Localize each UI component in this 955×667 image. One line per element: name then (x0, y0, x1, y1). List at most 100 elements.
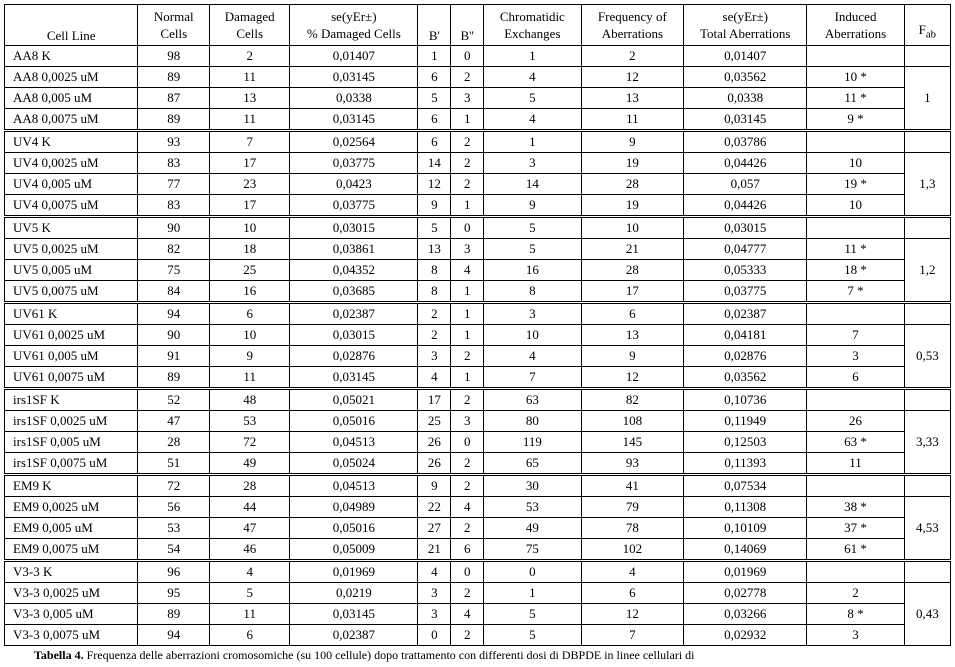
induced-aberrations: 10 * (807, 67, 904, 88)
b-double-prime: 0 (451, 561, 484, 583)
se-damaged: 0,03145 (290, 67, 418, 88)
normal-cells: 52 (138, 389, 210, 411)
damaged-cells: 23 (210, 174, 290, 195)
se-damaged: 0,02387 (290, 625, 418, 646)
se-damaged: 0,04352 (290, 260, 418, 281)
frequency-aberrations: 102 (581, 539, 684, 561)
normal-cells: 84 (138, 281, 210, 303)
se-total: 0,03786 (684, 131, 807, 153)
damaged-cells: 28 (210, 475, 290, 497)
table-row: irs1SF 0,0025 uM47530,05016253801080,119… (5, 411, 951, 432)
damaged-cells: 13 (210, 88, 290, 109)
se-total: 0,03145 (684, 109, 807, 131)
damaged-cells: 16 (210, 281, 290, 303)
induced-aberrations: 10 (807, 195, 904, 217)
normal-cells: 90 (138, 217, 210, 239)
induced-aberrations: 9 * (807, 109, 904, 131)
col-freq-ab: Frequency ofAberrations (581, 5, 684, 46)
se-total: 0,057 (684, 174, 807, 195)
chromatidic-exchanges: 5 (484, 604, 581, 625)
se-damaged: 0,01969 (290, 561, 418, 583)
frequency-aberrations: 9 (581, 131, 684, 153)
b-double-prime: 1 (451, 303, 484, 325)
se-total: 0,03775 (684, 281, 807, 303)
cell-line: UV4 0,005 uM (5, 174, 138, 195)
damaged-cells: 11 (210, 67, 290, 88)
damaged-cells: 25 (210, 260, 290, 281)
table-row: V3-3 0,005 uM89110,03145345120,032668 * (5, 604, 951, 625)
frequency-aberrations: 108 (581, 411, 684, 432)
chromatidic-exchanges: 63 (484, 389, 581, 411)
b-double-prime: 3 (451, 411, 484, 432)
b-prime: 5 (418, 88, 451, 109)
frequency-aberrations: 93 (581, 453, 684, 475)
chromatidic-exchanges: 4 (484, 109, 581, 131)
se-damaged: 0,04513 (290, 432, 418, 453)
se-total: 0,03266 (684, 604, 807, 625)
fab-empty (904, 475, 950, 497)
normal-cells: 94 (138, 303, 210, 325)
se-damaged: 0,03015 (290, 325, 418, 346)
chromatidic-exchanges: 10 (484, 325, 581, 346)
damaged-cells: 49 (210, 453, 290, 475)
se-total: 0,04426 (684, 153, 807, 174)
induced-aberrations: 63 * (807, 432, 904, 453)
cell-line: UV5 0,0075 uM (5, 281, 138, 303)
col-bdprime: B'' (451, 5, 484, 46)
cell-line: V3-3 0,005 uM (5, 604, 138, 625)
normal-cells: 87 (138, 88, 210, 109)
frequency-aberrations: 82 (581, 389, 684, 411)
frequency-aberrations: 12 (581, 67, 684, 88)
cell-line: irs1SF 0,005 uM (5, 432, 138, 453)
induced-aberrations: 11 * (807, 88, 904, 109)
frequency-aberrations: 10 (581, 217, 684, 239)
chromatidic-exchanges: 5 (484, 88, 581, 109)
chromatidic-exchanges: 1 (484, 46, 581, 67)
cell-line: UV4 0,0075 uM (5, 195, 138, 217)
cell-line: V3-3 0,0025 uM (5, 583, 138, 604)
normal-cells: 77 (138, 174, 210, 195)
se-total: 0,02778 (684, 583, 807, 604)
table-row: AA8 0,0075 uM89110,03145614110,031459 * (5, 109, 951, 131)
induced-aberrations (807, 475, 904, 497)
b-prime: 6 (418, 131, 451, 153)
se-total: 0,12503 (684, 432, 807, 453)
cell-line: V3-3 K (5, 561, 138, 583)
b-double-prime: 2 (451, 518, 484, 539)
cell-line: EM9 0,005 uM (5, 518, 138, 539)
se-damaged: 0,05016 (290, 411, 418, 432)
se-damaged: 0,04513 (290, 475, 418, 497)
b-double-prime: 3 (451, 88, 484, 109)
table-row: AA8 0,005 uM87130,0338535130,033811 * (5, 88, 951, 109)
normal-cells: 56 (138, 497, 210, 518)
b-double-prime: 4 (451, 604, 484, 625)
normal-cells: 98 (138, 46, 210, 67)
b-double-prime: 1 (451, 367, 484, 389)
table-row: EM9 0,0075 uM54460,05009216751020,140696… (5, 539, 951, 561)
table-row: UV4 0,005 uM77230,042312214280,05719 * (5, 174, 951, 195)
table-row: UV4 0,0025 uM83170,037751423190,04426101… (5, 153, 951, 174)
frequency-aberrations: 19 (581, 153, 684, 174)
se-damaged: 0,03015 (290, 217, 418, 239)
se-total: 0,03562 (684, 67, 807, 88)
frequency-aberrations: 13 (581, 325, 684, 346)
chromatidic-exchanges: 9 (484, 195, 581, 217)
se-damaged: 0,05021 (290, 389, 418, 411)
cell-line: UV61 0,0075 uM (5, 367, 138, 389)
normal-cells: 82 (138, 239, 210, 260)
induced-aberrations: 26 (807, 411, 904, 432)
table-row: AA8 0,0025 uM89110,03145624120,0356210 *… (5, 67, 951, 88)
damaged-cells: 47 (210, 518, 290, 539)
induced-aberrations: 8 * (807, 604, 904, 625)
se-damaged: 0,04989 (290, 497, 418, 518)
table-row: UV4 0,0075 uM83170,03775919190,0442610 (5, 195, 951, 217)
col-cell-line: Cell Line (5, 5, 138, 46)
frequency-aberrations: 11 (581, 109, 684, 131)
frequency-aberrations: 41 (581, 475, 684, 497)
fab-empty (904, 217, 950, 239)
cell-line: EM9 0,0025 uM (5, 497, 138, 518)
frequency-aberrations: 4 (581, 561, 684, 583)
normal-cells: 89 (138, 604, 210, 625)
b-prime: 1 (418, 46, 451, 67)
b-prime: 3 (418, 583, 451, 604)
